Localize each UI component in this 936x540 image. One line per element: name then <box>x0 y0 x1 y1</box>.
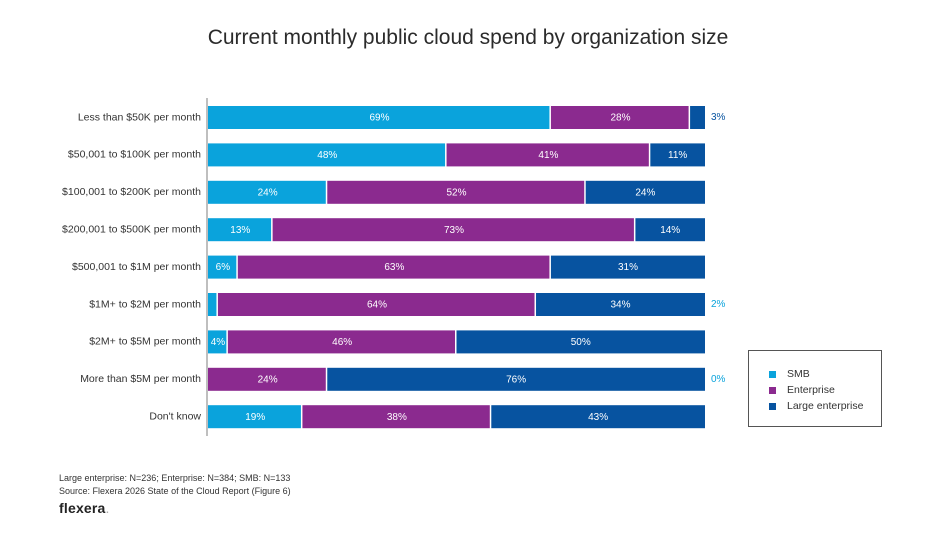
legend-item-smb: SMB <box>769 368 810 380</box>
chart-title: Current monthly public cloud spend by or… <box>207 26 729 49</box>
data-label-enterprise-2m-to-5m-per-month: 46% <box>332 337 352 348</box>
data-label-large-enterprise-50-001-to-100k-per-month: 11% <box>668 150 687 161</box>
legend-label-smb: SMB <box>787 368 810 380</box>
legend-item-enterprise: Enterprise <box>769 384 835 396</box>
data-label-smb-don-t-know: 19% <box>245 412 265 423</box>
bar-smb-don-t-know <box>208 405 301 429</box>
data-label-enterprise-100-001-to-200k-per-month: 52% <box>446 187 466 198</box>
data-label-large-enterprise-don-t-know: 43% <box>588 412 608 423</box>
bar-large-enterprise-100-001-to-200k-per-month <box>585 180 705 204</box>
data-label-outside-smb-1m-to-2m-per-month: 2% <box>711 299 726 310</box>
bar-enterprise-less-than-50k-per-month <box>550 106 689 129</box>
bar-enterprise-50-001-to-100k-per-month <box>446 143 649 167</box>
data-label-outside-smb-more-than-5m-per-month: 0% <box>711 374 726 385</box>
legend-label-enterprise: Enterprise <box>787 384 835 396</box>
data-label-smb-less-than-50k-per-month: 69% <box>369 113 389 124</box>
bar-large-enterprise-more-than-5m-per-month <box>327 367 705 391</box>
bar-large-enterprise-less-than-50k-per-month <box>690 106 705 129</box>
bar-large-enterprise-500-001-to-1m-per-month <box>550 255 705 279</box>
data-label-large-enterprise-100-001-to-200k-per-month: 24% <box>635 187 655 198</box>
bar-enterprise-100-001-to-200k-per-month <box>327 180 585 204</box>
source-note: Source: Flexera 2026 State of the Cloud … <box>59 486 291 496</box>
bar-enterprise-200-001-to-500k-per-month <box>272 218 634 242</box>
data-label-enterprise-more-than-5m-per-month: 24% <box>258 374 278 385</box>
legend-swatch-large-enterprise <box>769 402 776 410</box>
data-label-large-enterprise-1m-to-2m-per-month: 34% <box>611 300 631 311</box>
bar-enterprise-2m-to-5m-per-month <box>227 330 455 354</box>
category-label-50-001-to-100k-per-month: $50,001 to $100K per month <box>68 149 201 161</box>
bar-smb-less-than-50k-per-month <box>208 106 550 129</box>
bar-smb-1m-to-2m-per-month <box>208 293 217 316</box>
data-label-enterprise-50-001-to-100k-per-month: 41% <box>538 150 558 161</box>
data-label-smb-500-001-to-1m-per-month: 6% <box>216 262 231 273</box>
legend: SMB Enterprise Large enterprise <box>748 350 882 427</box>
data-label-outside-large-enterprise-less-than-50k-per-month: 3% <box>711 112 726 123</box>
bar-smb-50-001-to-100k-per-month <box>208 143 446 167</box>
data-label-large-enterprise-500-001-to-1m-per-month: 31% <box>618 262 638 273</box>
legend-item-large-enterprise: Large enterprise <box>769 400 863 412</box>
category-label-500-001-to-1m-per-month: $500,001 to $1M per month <box>72 261 201 273</box>
bar-large-enterprise-don-t-know <box>491 405 705 429</box>
bar-large-enterprise-1m-to-2m-per-month <box>536 293 705 316</box>
bar-smb-2m-to-5m-per-month <box>208 330 227 354</box>
flexera-logo: flexera. <box>59 500 110 516</box>
data-label-enterprise-less-than-50k-per-month: 28% <box>611 113 631 124</box>
logo-text: flexera <box>59 500 106 516</box>
logo-dot: . <box>105 500 110 516</box>
legend-swatch-enterprise <box>769 386 776 394</box>
category-label-less-than-50k-per-month: Less than $50K per month <box>78 111 201 123</box>
bar-large-enterprise-2m-to-5m-per-month <box>456 330 705 354</box>
category-label-1m-to-2m-per-month: $1M+ to $2M per month <box>89 298 201 310</box>
data-label-smb-2m-to-5m-per-month: 4% <box>211 337 226 348</box>
data-label-large-enterprise-200-001-to-500k-per-month: 14% <box>660 225 680 236</box>
category-label-more-than-5m-per-month: More than $5M per month <box>80 373 201 385</box>
bar-enterprise-500-001-to-1m-per-month <box>237 255 550 279</box>
category-label-don-t-know: Don't know <box>149 410 201 422</box>
legend-swatch-smb <box>769 370 776 378</box>
data-label-enterprise-200-001-to-500k-per-month: 73% <box>444 225 464 236</box>
data-label-smb-50-001-to-100k-per-month: 48% <box>317 150 337 161</box>
data-label-enterprise-don-t-know: 38% <box>387 412 407 423</box>
sample-size-note: Large enterprise: N=236; Enterprise: N=3… <box>59 473 291 483</box>
category-label-200-001-to-500k-per-month: $200,001 to $500K per month <box>62 223 201 235</box>
bar-large-enterprise-200-001-to-500k-per-month <box>635 218 705 242</box>
data-label-enterprise-1m-to-2m-per-month: 64% <box>367 300 387 311</box>
data-label-smb-200-001-to-500k-per-month: 13% <box>230 225 250 236</box>
data-label-large-enterprise-more-than-5m-per-month: 76% <box>506 374 526 385</box>
bar-large-enterprise-50-001-to-100k-per-month <box>650 143 705 167</box>
bar-smb-200-001-to-500k-per-month <box>208 218 272 242</box>
bar-smb-500-001-to-1m-per-month <box>208 255 237 279</box>
data-label-large-enterprise-2m-to-5m-per-month: 50% <box>571 337 591 348</box>
bar-enterprise-don-t-know <box>302 405 490 429</box>
bar-smb-100-001-to-200k-per-month <box>208 180 326 204</box>
category-label-100-001-to-200k-per-month: $100,001 to $200K per month <box>62 186 201 198</box>
legend-label-large-enterprise: Large enterprise <box>787 400 864 412</box>
bar-enterprise-more-than-5m-per-month <box>208 367 326 391</box>
data-label-smb-100-001-to-200k-per-month: 24% <box>258 187 278 198</box>
bar-enterprise-1m-to-2m-per-month <box>217 293 535 316</box>
category-label-2m-to-5m-per-month: $2M+ to $5M per month <box>89 336 201 348</box>
data-label-enterprise-500-001-to-1m-per-month: 63% <box>384 262 404 273</box>
